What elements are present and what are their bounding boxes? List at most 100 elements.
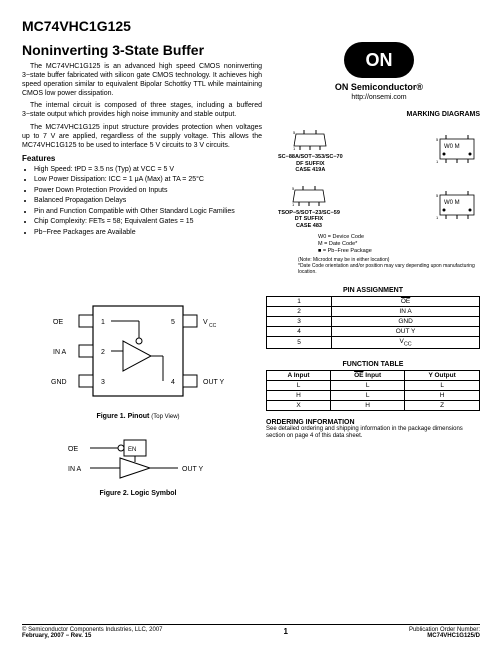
- svg-text:5: 5: [293, 130, 296, 135]
- marking-diagram-2: W0 M 5 1: [434, 189, 480, 223]
- feature-item: Power Down Protection Provided on Inputs: [34, 186, 262, 197]
- feature-item: Balanced Propagation Delays: [34, 196, 262, 207]
- pkg2-line1: TSOP−5/SOT−23/SC−59: [278, 210, 340, 217]
- ordering-text: See detailed ordering and shipping infor…: [266, 426, 480, 440]
- func-cell: L: [331, 381, 405, 391]
- pkg2-line2: DT SUFFIX: [278, 216, 340, 223]
- pin-assignment-table: PIN ASSIGNMENT 1OE 2IN A 3GND 4OUT Y 5VC…: [266, 287, 480, 349]
- legend-m: M = Date Code*: [318, 241, 480, 248]
- func-th: A Input: [267, 371, 331, 381]
- pin-cell: 5: [267, 336, 332, 348]
- svg-text:W0 M: W0 M: [444, 200, 460, 206]
- pin-cell: GND: [332, 316, 480, 326]
- fig1-sub: (Top View): [151, 414, 179, 420]
- paragraph-2: The internal circuit is composed of thre…: [22, 101, 262, 119]
- svg-text:5: 5: [292, 186, 295, 191]
- svg-text:1: 1: [436, 159, 439, 164]
- figure-2: OE IN A EN OUT Y Figure 2. Logic Symbol: [22, 436, 254, 497]
- legend-dot: ■ = Pb−Free Package: [318, 248, 480, 255]
- func-cell: L: [267, 381, 331, 391]
- page-number: 1: [284, 627, 288, 639]
- package-row-2: 51 TSOP−5/SOT−23/SC−59 DT SUFFIX CASE 48…: [278, 182, 480, 230]
- svg-text:3: 3: [101, 379, 105, 386]
- footer-pub-number: MC74VHC1G125/D: [409, 633, 480, 639]
- pkg2-line3: CASE 483: [278, 223, 340, 230]
- marking-diagram-1: W0 M 5 1: [434, 133, 480, 167]
- svg-text:OUT Y: OUT Y: [182, 466, 203, 473]
- func-cell: H: [405, 391, 480, 401]
- svg-text:IN A: IN A: [53, 349, 67, 356]
- page-footer: © Semiconductor Components Industries, L…: [22, 624, 480, 639]
- func-th: OE Input: [331, 371, 405, 381]
- on-logo: ON: [344, 42, 414, 78]
- svg-text:4: 4: [171, 379, 175, 386]
- svg-text:OUT Y: OUT Y: [203, 379, 224, 386]
- pinout-diagram: 1 2 3 5 4 OE IN A GND VCC OUT Y: [33, 291, 243, 411]
- svg-text:5: 5: [171, 319, 175, 326]
- svg-text:1: 1: [436, 215, 439, 220]
- package-icon-sc88a: 51: [290, 126, 330, 152]
- func-cell: L: [331, 391, 405, 401]
- branding-column: ON ON Semiconductor® http://onsemi.com M…: [278, 42, 480, 275]
- svg-text:1: 1: [101, 319, 105, 326]
- svg-text:OE: OE: [53, 319, 63, 326]
- func-th: Y Output: [405, 371, 480, 381]
- marking-legend: W0 = Device Code M = Date Code* ■ = Pb−F…: [278, 234, 480, 255]
- svg-text:W0 M: W0 M: [444, 144, 460, 150]
- features-list: High Speed: tPD = 3.5 ns (Typ) at VCC = …: [22, 165, 262, 239]
- features-heading: Features: [22, 154, 262, 163]
- svg-text:EN: EN: [128, 447, 136, 453]
- package-row-1: 51 SC−88A/SOT−353/SC−70 DF SUFFIX CASE 4…: [278, 126, 480, 174]
- svg-text:1: 1: [292, 202, 295, 207]
- legend-notes: (Note: Microdot may be in either locatio…: [278, 257, 480, 275]
- product-title: Noninverting 3-State Buffer: [22, 42, 262, 58]
- part-number: MC74VHC1G125: [22, 18, 480, 34]
- footer-date: February, 2007 − Rev. 15: [22, 633, 163, 639]
- ordering-info: ORDERING INFORMATION See detailed orderi…: [266, 419, 480, 440]
- svg-text:GND: GND: [51, 379, 67, 386]
- pin-cell: VCC: [332, 336, 480, 348]
- feature-item: High Speed: tPD = 3.5 ns (Typ) at VCC = …: [34, 165, 262, 176]
- brand-url: http://onsemi.com: [278, 94, 480, 101]
- pin-cell: OUT Y: [332, 326, 480, 336]
- pkg1-line2: DF SUFFIX: [278, 161, 343, 168]
- func-cell: L: [405, 381, 480, 391]
- func-cell: H: [331, 401, 405, 411]
- logic-symbol-diagram: OE IN A EN OUT Y: [58, 436, 218, 486]
- func-cell: H: [267, 391, 331, 401]
- svg-text:CC: CC: [209, 323, 217, 329]
- pkg1-line3: CASE 419A: [278, 167, 343, 174]
- svg-text:1: 1: [293, 146, 296, 151]
- pin-cell: 4: [267, 326, 332, 336]
- function-table: FUNCTION TABLE A Input OE Input Y Output…: [266, 361, 480, 411]
- fig1-caption: Figure 1. Pinout: [96, 413, 149, 420]
- feature-item: Pin and Function Compatible with Other S…: [34, 207, 262, 218]
- description-column: Noninverting 3-State Buffer The MC74VHC1…: [22, 42, 262, 275]
- pin-cell: IN A: [332, 306, 480, 316]
- svg-text:V: V: [203, 319, 208, 326]
- pin-cell: 2: [267, 306, 332, 316]
- pin-table-head: PIN ASSIGNMENT: [266, 287, 480, 294]
- figure-1: 1 2 3 5 4 OE IN A GND VCC OUT Y: [22, 291, 254, 420]
- func-table-head: FUNCTION TABLE: [266, 361, 480, 368]
- svg-text:5: 5: [436, 137, 439, 142]
- pin-cell: OE: [332, 296, 480, 306]
- svg-text:5: 5: [436, 193, 439, 198]
- package-icon-tsop5: 51: [289, 182, 329, 208]
- legend-w0: W0 = Device Code: [318, 234, 480, 241]
- paragraph-1: The MC74VHC1G125 is an advanced high spe…: [22, 62, 262, 98]
- svg-text:2: 2: [101, 349, 105, 356]
- func-cell: X: [267, 401, 331, 411]
- feature-item: Low Power Dissipation: ICC = 1 μA (Max) …: [34, 175, 262, 186]
- func-cell: Z: [405, 401, 480, 411]
- legend-note2: *Date Code orientation and/or position m…: [298, 263, 480, 275]
- svg-text:IN A: IN A: [68, 466, 82, 473]
- feature-item: Pb−Free Packages are Available: [34, 228, 262, 239]
- svg-text:OE: OE: [68, 446, 78, 453]
- marking-heading: MARKING DIAGRAMS: [278, 111, 480, 118]
- pkg1-line1: SC−88A/SOT−353/SC−70: [278, 154, 343, 161]
- ordering-head: ORDERING INFORMATION: [266, 419, 480, 426]
- paragraph-3: The MC74VHC1G125 input structure provide…: [22, 123, 262, 150]
- pin-cell: 3: [267, 316, 332, 326]
- feature-item: Chip Complexity: FETs = 58; Equivalent G…: [34, 217, 262, 228]
